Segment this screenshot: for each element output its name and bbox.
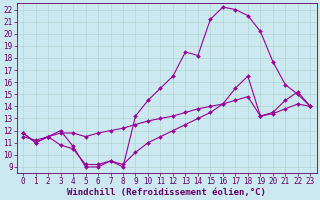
X-axis label: Windchill (Refroidissement éolien,°C): Windchill (Refroidissement éolien,°C) (67, 188, 266, 197)
